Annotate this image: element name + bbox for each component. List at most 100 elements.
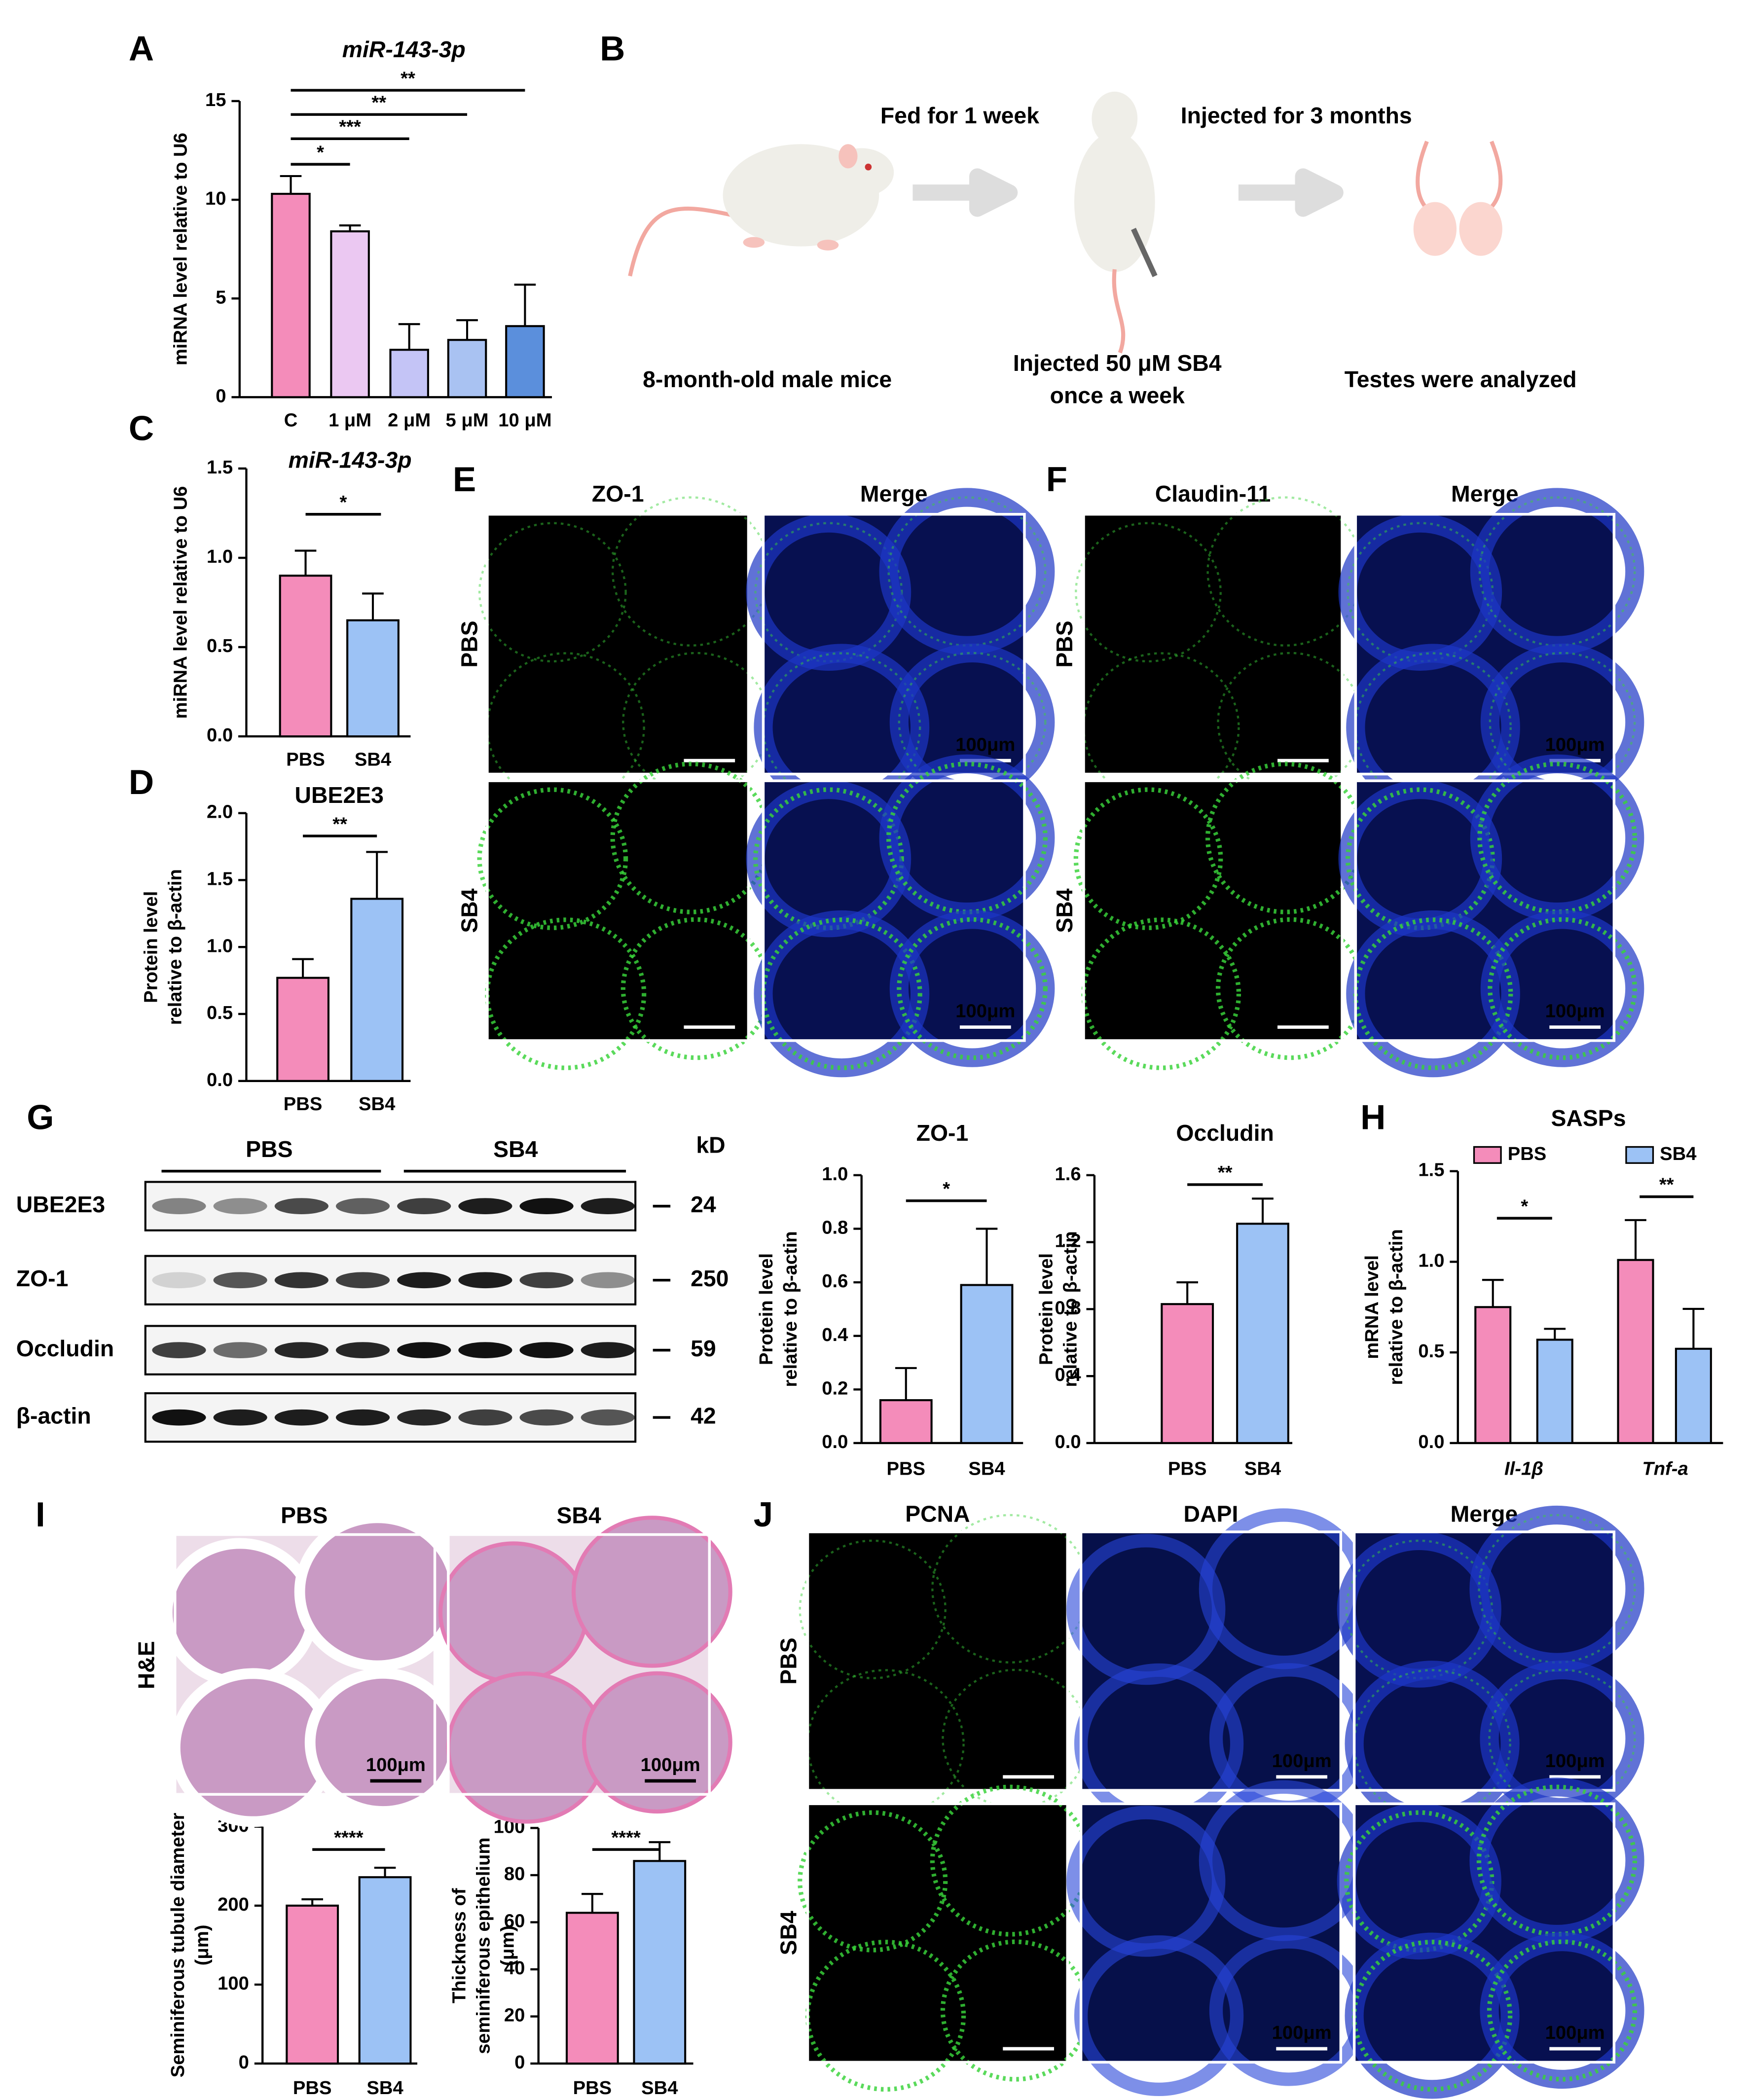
- row-label: PBS: [1052, 620, 1077, 667]
- stain: [478, 522, 627, 663]
- image-frame: [762, 513, 1026, 776]
- stain: [1489, 652, 1636, 793]
- image-frame: [806, 1530, 1069, 1792]
- micrograph: 100μm: [1337, 1777, 1644, 2099]
- y-tick-label: 0.4: [1055, 1364, 1081, 1385]
- scale-bar-label: 100μm: [955, 1001, 1015, 1022]
- band: [581, 1342, 635, 1358]
- x-tick-label: PBS: [293, 2077, 332, 2099]
- band: [274, 1342, 328, 1358]
- x-tick-label: 1 μM: [328, 410, 371, 431]
- band: [519, 1342, 574, 1358]
- y-tick-label: 0.8: [1055, 1297, 1081, 1318]
- y-tick-label: 10: [205, 188, 226, 209]
- y-axis-label: Protein level: [140, 891, 161, 1003]
- band: [335, 1409, 390, 1426]
- band: [397, 1272, 451, 1289]
- column-header: DAPI: [1184, 1501, 1239, 1527]
- y-tick-label: 15: [205, 89, 226, 110]
- band: [458, 1272, 512, 1289]
- band: [335, 1272, 390, 1289]
- image-frame: [762, 779, 1026, 1042]
- scale-bar-label: 100μm: [1273, 734, 1333, 755]
- image-frame: [806, 1802, 1069, 2064]
- bar: [271, 192, 311, 398]
- micrograph: 100μm: [438, 1516, 732, 1824]
- bar: [1474, 1306, 1512, 1444]
- y-axis-label: Thickness of: [448, 1888, 470, 2003]
- y-axis-label: relative to β-actin: [1060, 1231, 1081, 1387]
- kd-label: 250: [691, 1266, 729, 1291]
- band: [335, 1342, 390, 1358]
- bar: [1536, 1339, 1573, 1444]
- image-frame: [486, 779, 750, 1042]
- stain: [486, 652, 645, 802]
- bar: [1236, 1223, 1289, 1444]
- stain: [886, 761, 1048, 914]
- panel-letter: D: [129, 763, 154, 802]
- tubule: [582, 1671, 732, 1814]
- panel-letter: A: [129, 30, 154, 69]
- x-tick-label: SB4: [359, 1093, 396, 1115]
- tubule: [162, 1538, 318, 1687]
- y-tick-label: 0.0: [207, 724, 233, 746]
- nuclei: [1066, 1534, 1226, 1685]
- stain: [761, 917, 922, 1070]
- band: [152, 1409, 206, 1426]
- scale-bar-label: 100μm: [366, 1754, 426, 1775]
- row-label: PBS: [456, 620, 482, 667]
- row-label: SB4: [1052, 888, 1077, 933]
- micrograph: 100μm: [1337, 1505, 1644, 1827]
- band: [152, 1272, 206, 1289]
- bar: [879, 1399, 933, 1444]
- band: [581, 1272, 635, 1289]
- diagram-step: Injected for 3 months: [1181, 103, 1412, 128]
- column-header: Claudin-11: [1155, 481, 1271, 507]
- legend-label: SB4: [1660, 1143, 1697, 1164]
- y-tick-label: 1.6: [1055, 1163, 1081, 1185]
- band: [397, 1409, 451, 1426]
- band: [581, 1409, 635, 1426]
- scale-bar-label: 100μm: [1545, 1750, 1605, 1772]
- stain: [1477, 761, 1637, 914]
- micrograph: 100μm: [799, 1514, 1090, 1819]
- diagram-label: Testes were analyzed: [1345, 366, 1577, 392]
- scale-bar-label: 100μm: [1545, 2022, 1605, 2043]
- bar: [358, 1876, 412, 2065]
- stain: [1476, 1784, 1638, 1937]
- stain: [898, 652, 1047, 793]
- bar: [1675, 1347, 1712, 1444]
- x-tick-label: 2 μM: [388, 410, 431, 431]
- micrograph: 100μm: [746, 754, 1055, 1078]
- arrow: [1238, 168, 1344, 217]
- band: [274, 1272, 328, 1289]
- band: [458, 1342, 512, 1358]
- stain: [1488, 917, 1637, 1060]
- bar: [350, 898, 404, 1082]
- y-axis-label: relative to β-actin: [165, 869, 186, 1025]
- y-axis-label: mRNA level: [1361, 1255, 1383, 1359]
- y-axis-label: (μm): [191, 1925, 213, 1966]
- image-frame: [1352, 1530, 1616, 1792]
- image-frame: [1354, 779, 1616, 1042]
- x-tick-label: C: [284, 410, 298, 431]
- y-tick-label: 0.0: [207, 1069, 233, 1090]
- micrograph: 100μm: [1066, 1780, 1369, 2097]
- panel-letter: F: [1046, 460, 1067, 499]
- significance-label: **: [332, 813, 347, 834]
- micrograph: 100μm: [1075, 496, 1364, 802]
- x-tick-label: PBS: [1168, 1458, 1207, 1480]
- image-background: [487, 514, 749, 774]
- image-frame: [486, 513, 750, 776]
- x-tick-label: PBS: [573, 2077, 612, 2099]
- y-tick-label: 1.5: [207, 457, 233, 478]
- panel-letter: G: [27, 1098, 54, 1137]
- diagram-label: 8-month-old male mice: [643, 366, 892, 392]
- y-tick-label: 1.5: [1418, 1159, 1444, 1181]
- y-tick-label: 5: [216, 287, 226, 308]
- band: [397, 1342, 451, 1358]
- micrograph: 100μm: [1073, 761, 1365, 1070]
- y-tick-label: 0.5: [207, 635, 233, 656]
- scale-bar-label: 100μm: [680, 734, 739, 755]
